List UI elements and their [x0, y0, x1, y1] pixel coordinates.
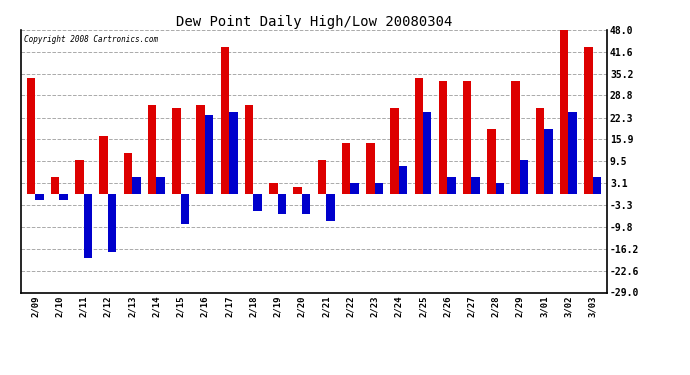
- Bar: [535, 108, 544, 194]
- Text: Copyright 2008 Cartronics.com: Copyright 2008 Cartronics.com: [23, 35, 158, 44]
- Bar: [317, 159, 326, 194]
- Bar: [83, 194, 92, 258]
- Bar: [172, 108, 181, 194]
- Bar: [487, 129, 495, 194]
- Bar: [326, 194, 335, 221]
- Bar: [181, 194, 189, 224]
- Bar: [293, 187, 302, 194]
- Bar: [99, 136, 108, 194]
- Bar: [148, 105, 157, 194]
- Bar: [124, 153, 132, 194]
- Bar: [391, 108, 399, 194]
- Bar: [439, 81, 447, 194]
- Bar: [520, 159, 529, 194]
- Bar: [197, 105, 205, 194]
- Bar: [447, 177, 455, 194]
- Bar: [495, 183, 504, 194]
- Bar: [584, 47, 593, 194]
- Bar: [229, 112, 237, 194]
- Bar: [560, 30, 569, 194]
- Bar: [511, 81, 520, 194]
- Bar: [463, 81, 471, 194]
- Bar: [471, 177, 480, 194]
- Bar: [221, 47, 229, 194]
- Bar: [569, 112, 577, 194]
- Bar: [75, 159, 83, 194]
- Bar: [399, 166, 407, 194]
- Bar: [593, 177, 601, 194]
- Bar: [269, 183, 277, 194]
- Bar: [27, 78, 35, 194]
- Bar: [302, 194, 310, 214]
- Bar: [35, 194, 43, 201]
- Bar: [277, 194, 286, 214]
- Bar: [59, 194, 68, 201]
- Bar: [51, 177, 59, 194]
- Bar: [415, 78, 423, 194]
- Bar: [351, 183, 359, 194]
- Bar: [132, 177, 141, 194]
- Bar: [157, 177, 165, 194]
- Title: Dew Point Daily High/Low 20080304: Dew Point Daily High/Low 20080304: [176, 15, 452, 29]
- Bar: [342, 142, 351, 194]
- Bar: [253, 194, 262, 211]
- Bar: [108, 194, 117, 252]
- Bar: [544, 129, 553, 194]
- Bar: [205, 115, 213, 194]
- Bar: [375, 183, 383, 194]
- Bar: [366, 142, 375, 194]
- Bar: [423, 112, 431, 194]
- Bar: [245, 105, 253, 194]
